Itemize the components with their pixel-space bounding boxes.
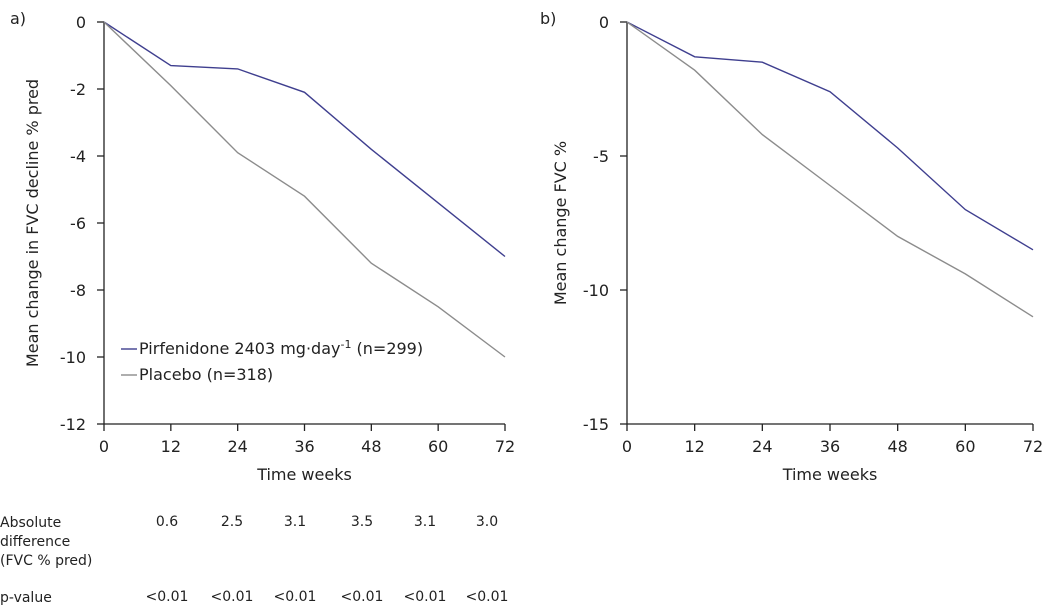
table-cell-diff-72: 3.0	[475, 514, 499, 530]
chart-a-y-label: Mean change in FVC decline % pred	[23, 79, 42, 367]
chart-b-y-tick-label: -15	[583, 415, 609, 434]
chart-b-series-line-placebo	[626, 21, 1034, 318]
chart-b-x-label: Time weeks	[782, 465, 878, 484]
table-row-label-absolute-difference: Absolute difference (FVC % pred)	[0, 515, 93, 569]
chart-a-y-tick-label: -4	[70, 147, 86, 166]
table-cell-diff-12: 0.6	[155, 514, 179, 530]
chart-a-y-tick-label: -12	[60, 415, 86, 434]
table-row-label-p-value: p-value	[0, 590, 52, 606]
chart-b-panel-label: b)	[540, 9, 556, 28]
table-cell-diff-36: 3.1	[283, 514, 307, 530]
chart-a-x-tick-label: 60	[428, 437, 448, 456]
chart-a-x-tick-label: 24	[227, 437, 247, 456]
table-cell-p-60: <0.01	[403, 589, 447, 605]
chart-a-y-tick-label: -2	[70, 80, 86, 99]
chart-a-series-line-placebo	[103, 21, 506, 358]
chart-a-x-tick-label: 12	[161, 437, 181, 456]
chart-b-x-tick-label: 72	[1023, 437, 1043, 456]
chart-a-y-tick-label: -6	[70, 214, 86, 233]
chart-b-x-tick-label: 0	[622, 437, 632, 456]
chart-b-x-tick-label: 60	[955, 437, 975, 456]
chart-b-y-tick-label: -10	[583, 281, 609, 300]
chart-a-x-label: Time weeks	[256, 465, 352, 484]
table-cell-diff-60: 3.1	[413, 514, 437, 530]
table-cell-p-24: <0.01	[210, 589, 254, 605]
chart-a-x-tick-label: 72	[495, 437, 515, 456]
chart-a-x-tick-label: 0	[99, 437, 109, 456]
table-cell-p-36: <0.01	[273, 589, 317, 605]
table-cell-diff-24: 2.5	[220, 514, 244, 530]
chart-b-x-tick-label: 48	[887, 437, 907, 456]
table-cell-p-48: <0.01	[340, 589, 384, 605]
chart-a-x-tick-label: 48	[361, 437, 381, 456]
chart-a-x-tick-label: 36	[294, 437, 314, 456]
chart-b-y-label: Mean change FVC %	[551, 141, 570, 305]
chart-b-y-tick-label: 0	[599, 13, 609, 32]
table-cell-p-72: <0.01	[465, 589, 509, 605]
chart-b-series-line-pirfenidone	[626, 21, 1034, 251]
chart-b-y-tick-label: -5	[593, 147, 609, 166]
chart-a-y-tick-label: -8	[70, 281, 86, 300]
table-cell-p-12: <0.01	[145, 589, 189, 605]
chart-b-x-tick-label: 36	[820, 437, 840, 456]
table-cell-diff-48: 3.5	[350, 514, 374, 530]
chart-a-series-line-pirfenidone	[103, 21, 506, 258]
chart-b-x-tick-label: 24	[752, 437, 772, 456]
legend-entry-label: Pirfenidone 2403 mg·day-1 (n=299)	[139, 338, 423, 358]
chart-b-x-tick-label: 12	[684, 437, 704, 456]
chart-a-y-tick-label: 0	[76, 13, 86, 32]
chart-a-panel-label: a)	[10, 9, 26, 28]
legend-entry-label: Placebo (n=318)	[139, 365, 273, 384]
chart-a-y-tick-label: -10	[60, 348, 86, 367]
